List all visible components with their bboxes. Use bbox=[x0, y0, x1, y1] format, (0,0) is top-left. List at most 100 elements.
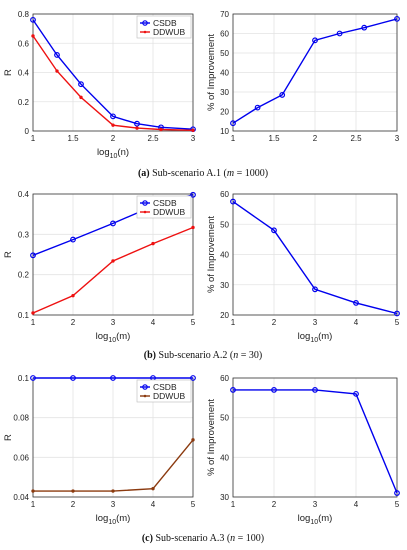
x-tick-label: 4 bbox=[354, 318, 359, 327]
y-tick-label: 0.1 bbox=[18, 374, 30, 383]
x-axis-label: log10(n) bbox=[97, 147, 129, 160]
chart-panel-2: 1 1.5 2 2.5 3 10 20 30 40 50 60 70 % of Improvement bbox=[206, 10, 400, 143]
data-point bbox=[78, 81, 84, 88]
y-tick-label: 50 bbox=[220, 220, 229, 229]
series-line-1 bbox=[233, 389, 398, 494]
x-axis-label: log10(m) bbox=[298, 513, 333, 526]
data-point bbox=[30, 252, 36, 259]
data-point bbox=[71, 293, 75, 298]
data-point bbox=[353, 390, 359, 397]
y-tick-label: 0.3 bbox=[18, 230, 30, 239]
legend-label: DDWUB bbox=[153, 391, 185, 401]
y-axis-label: R bbox=[3, 251, 14, 258]
axes-frame bbox=[32, 13, 194, 132]
data-point bbox=[254, 104, 261, 111]
data-point bbox=[279, 92, 286, 98]
data-point bbox=[151, 241, 155, 246]
x-tick-label: 2 bbox=[272, 500, 277, 509]
x-tick-label: 4 bbox=[354, 500, 359, 509]
y-tick-label: 0.04 bbox=[13, 493, 29, 502]
y-tick-label: 0.6 bbox=[18, 39, 30, 48]
x-tick-label: 1 bbox=[231, 500, 236, 509]
data-point bbox=[312, 37, 318, 44]
data-point bbox=[111, 489, 115, 493]
x-tick-label: 2 bbox=[71, 318, 76, 327]
data-point bbox=[110, 220, 116, 227]
axes-frame bbox=[232, 377, 398, 498]
axes-frame bbox=[232, 13, 398, 132]
data-point bbox=[70, 375, 76, 381]
y-tick-label: 0.4 bbox=[18, 190, 30, 199]
x-tick-label: 1 bbox=[31, 134, 36, 143]
chart-panels: 1 1.5 2 2.5 300.20.40.60.8log10(n)RCSDBDDWUB… bbox=[3, 10, 400, 526]
data-point bbox=[271, 227, 277, 234]
x-tick-label: 3 bbox=[313, 500, 318, 509]
data-point bbox=[394, 490, 400, 496]
data-point bbox=[71, 489, 75, 493]
series-line-1 bbox=[32, 19, 194, 130]
data-point bbox=[110, 375, 116, 381]
x-tick-label: 3 bbox=[395, 134, 400, 143]
y-tick-label: 30 bbox=[220, 88, 229, 97]
y-tick-label: 0.08 bbox=[13, 414, 29, 423]
y-tick-label: 0.4 bbox=[18, 69, 30, 78]
legend-label: DDWUB bbox=[153, 27, 185, 37]
y-tick-label: 0.06 bbox=[13, 453, 29, 462]
x-tick-label: 4 bbox=[151, 318, 156, 327]
y-tick-label: 0.2 bbox=[18, 271, 30, 280]
y-tick-label: 20 bbox=[220, 108, 229, 117]
x-tick-label: 3 bbox=[111, 318, 116, 327]
x-tick-label: 1 bbox=[31, 318, 36, 327]
data-point bbox=[230, 387, 236, 393]
y-tick-label: 10 bbox=[220, 127, 229, 136]
data-point bbox=[159, 127, 163, 132]
data-point bbox=[31, 311, 35, 315]
y-tick-label: 0 bbox=[25, 127, 30, 136]
y-tick-label: 40 bbox=[220, 251, 229, 260]
caption-a: (a) Sub-scenario A.1 (m = 1000) bbox=[138, 168, 268, 179]
x-axis-label: log10(m) bbox=[96, 513, 131, 526]
x-tick-label: 2.5 bbox=[147, 134, 159, 143]
caption-b: (b) Sub-scenario A.2 (n = 30) bbox=[144, 350, 262, 361]
chart-panel-4: 1 2 3 4 5 20 30 40 50 60 log10(m) % of Improvement bbox=[206, 190, 400, 344]
chart-panel-6: 1 2 3 4 5 30 40 50 60 log10(m) % of Improvement bbox=[206, 374, 400, 526]
legend-marker bbox=[143, 30, 147, 34]
legend-box bbox=[136, 15, 192, 39]
data-point bbox=[31, 34, 35, 38]
y-tick-label: 50 bbox=[220, 414, 229, 423]
data-point bbox=[190, 375, 196, 381]
y-tick-label: 50 bbox=[220, 49, 229, 58]
data-point bbox=[31, 489, 35, 493]
legend-marker bbox=[142, 20, 148, 26]
y-tick-label: 40 bbox=[220, 69, 229, 78]
y-axis-label: % of Improvement bbox=[206, 34, 217, 111]
x-tick-label: 1.5 bbox=[67, 134, 79, 143]
data-point bbox=[353, 300, 359, 306]
legend-box bbox=[136, 195, 192, 219]
y-tick-label: 60 bbox=[220, 30, 229, 39]
data-point bbox=[79, 95, 83, 100]
x-tick-label: 2 bbox=[272, 318, 277, 327]
y-axis-label: % of Improvement bbox=[206, 399, 217, 476]
data-point bbox=[30, 16, 36, 23]
data-point bbox=[151, 486, 155, 491]
x-tick-label: 3 bbox=[191, 134, 196, 143]
x-tick-label: 1 bbox=[231, 318, 236, 327]
data-point bbox=[394, 310, 400, 317]
y-tick-label: 20 bbox=[220, 311, 229, 320]
legend-marker bbox=[143, 210, 147, 214]
x-tick-label: 1 bbox=[231, 134, 236, 143]
data-point bbox=[111, 123, 115, 127]
data-point bbox=[55, 69, 59, 73]
legend-marker bbox=[142, 200, 148, 206]
legend-label: CSDB bbox=[153, 382, 177, 392]
y-axis-label: R bbox=[3, 69, 14, 76]
data-point bbox=[54, 52, 60, 58]
data-point bbox=[191, 225, 195, 230]
